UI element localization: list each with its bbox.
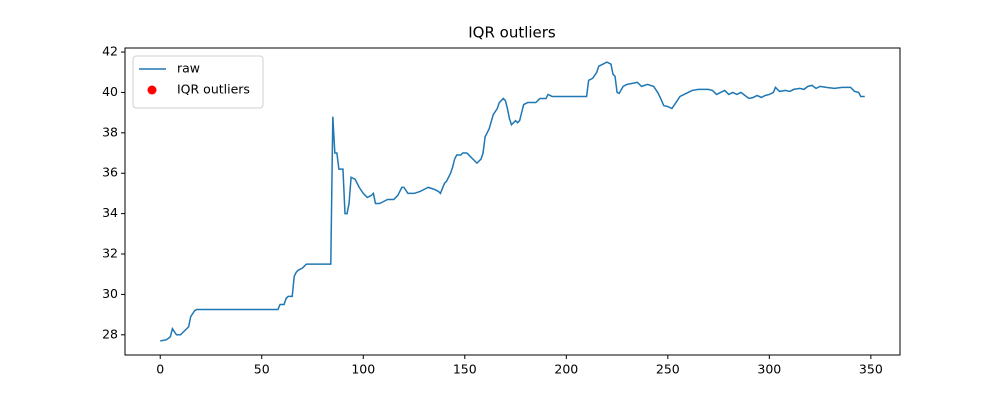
y-tick-label: 34 <box>102 205 118 220</box>
y-tick-label: 40 <box>102 84 118 99</box>
legend-marker <box>147 85 157 95</box>
line <box>160 61 865 342</box>
legend-label: IQR outliers <box>177 82 250 97</box>
x-tick-label: 100 <box>351 362 375 377</box>
x-tick-label: 150 <box>453 362 477 377</box>
x-tick-label: 250 <box>656 362 680 377</box>
legend: raw IQR outliers <box>132 55 264 109</box>
legend-label: raw <box>177 61 200 76</box>
x-tick-label: 50 <box>254 362 270 377</box>
axes-frame <box>124 47 901 356</box>
x-tick-label: 200 <box>554 362 578 377</box>
y-tick-label: 32 <box>102 246 118 261</box>
y-tick-label: 28 <box>102 326 118 341</box>
y-tick-label: 36 <box>102 165 118 180</box>
y-tick-label: 30 <box>102 286 118 301</box>
x-tick-label: 0 <box>156 362 164 377</box>
y-tick-label: 38 <box>102 124 118 139</box>
chart-title: IQR outliers <box>468 24 556 42</box>
x-tick-label: 350 <box>859 362 883 377</box>
y-tick-label: 42 <box>102 44 118 59</box>
x-tick-label: 300 <box>757 362 781 377</box>
